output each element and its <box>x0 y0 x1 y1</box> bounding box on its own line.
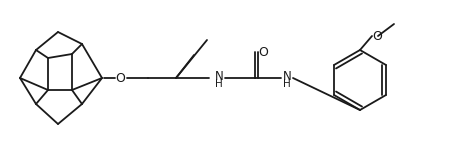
Text: O: O <box>115 71 125 85</box>
Text: N: N <box>283 70 291 83</box>
Text: O: O <box>258 46 268 58</box>
Text: H: H <box>215 79 223 89</box>
Text: N: N <box>215 70 223 83</box>
Text: H: H <box>283 79 291 89</box>
Text: O: O <box>372 29 382 42</box>
